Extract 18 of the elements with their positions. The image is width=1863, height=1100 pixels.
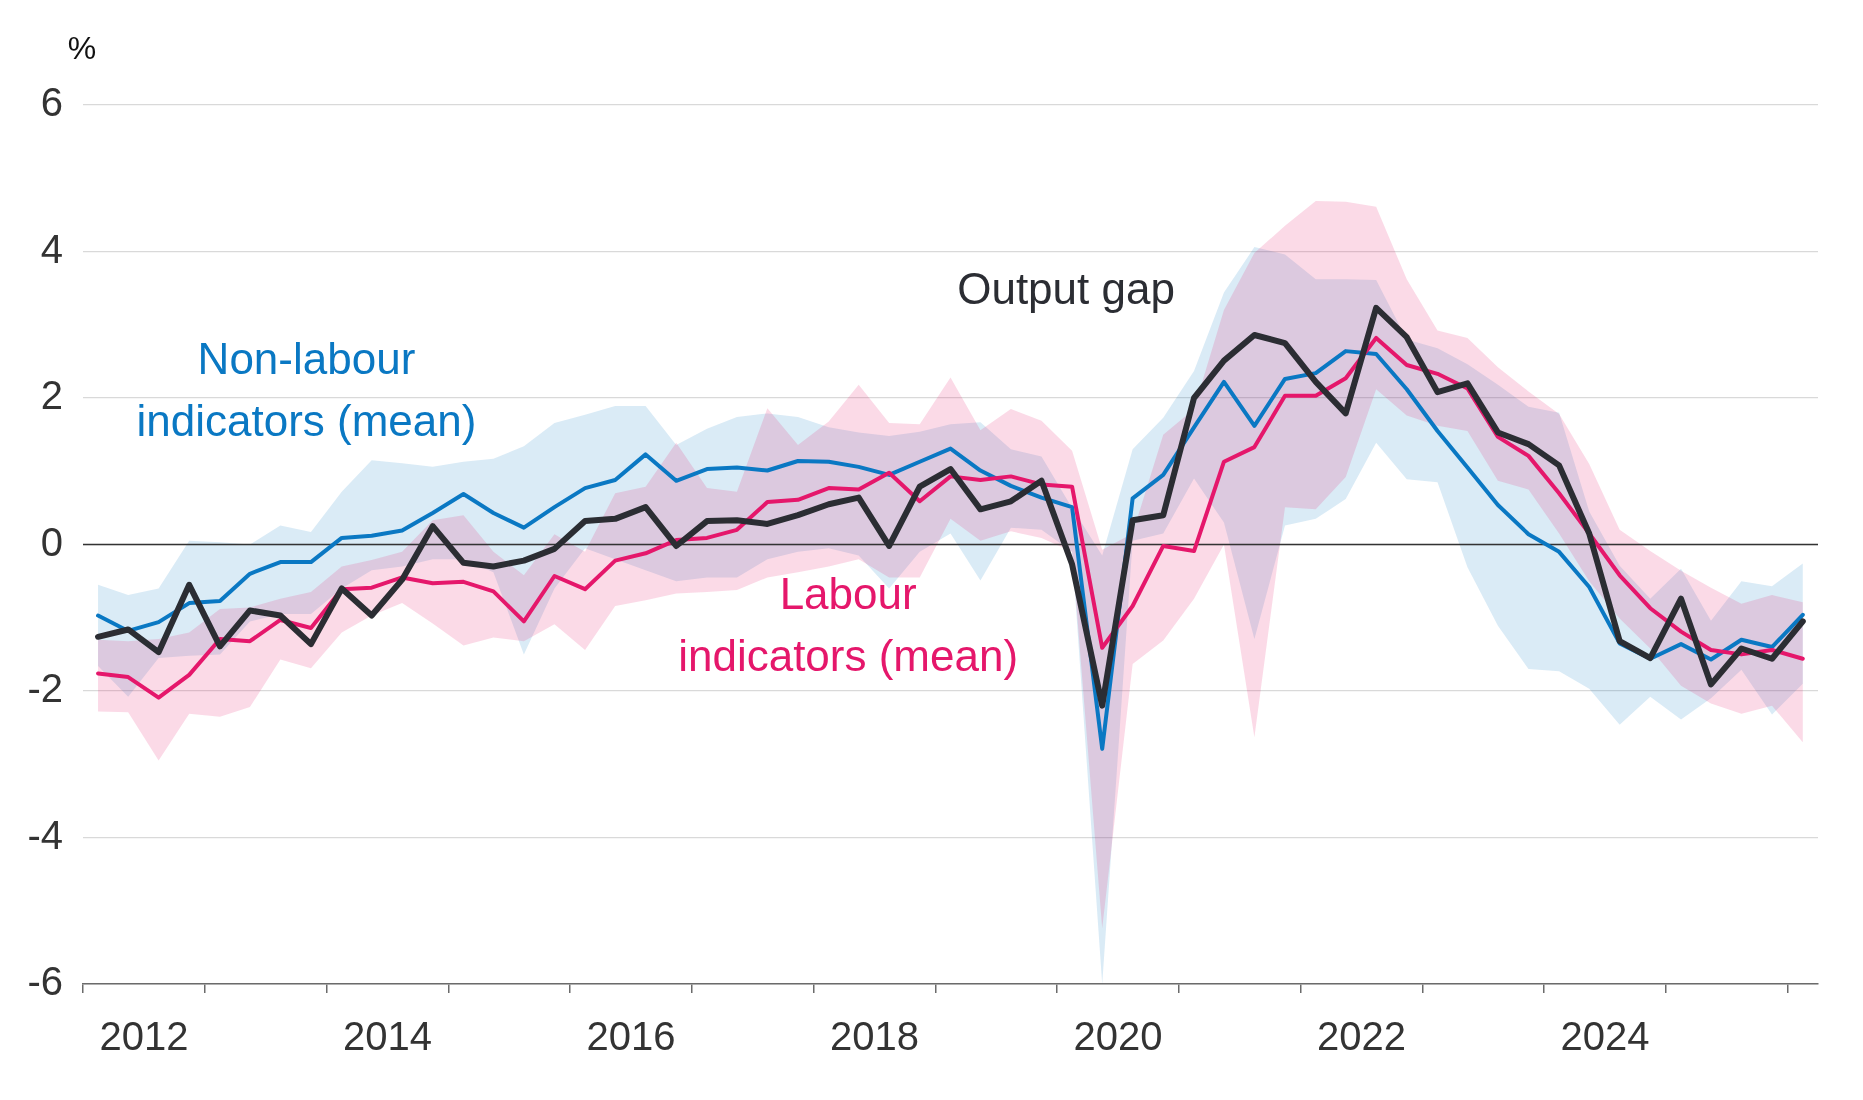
- x-tick-label: 2016: [586, 1014, 676, 1059]
- x-tick-label: 2024: [1560, 1014, 1650, 1059]
- x-tick-label: 2020: [1073, 1014, 1163, 1059]
- y-tick-label: -6: [27, 959, 63, 1004]
- series-label: Labour indicators (mean): [678, 569, 1019, 681]
- y-tick-label: 2: [40, 373, 63, 418]
- x-tick-label: 2022: [1316, 1014, 1406, 1059]
- series-label: Non-labour indicators (mean): [136, 333, 477, 445]
- x-tick-label: 2014: [342, 1014, 432, 1059]
- y-tick-label: -4: [27, 812, 63, 857]
- y-axis-title: %: [67, 29, 97, 66]
- y-tick-label: 4: [40, 226, 63, 271]
- y-tick-label: 0: [40, 519, 63, 564]
- x-tick-label: 2012: [99, 1014, 189, 1059]
- series-label: Output gap: [957, 263, 1175, 313]
- x-tick-label: 2018: [829, 1014, 919, 1059]
- y-tick-label: 6: [40, 80, 63, 125]
- y-tick-label: -2: [27, 666, 63, 711]
